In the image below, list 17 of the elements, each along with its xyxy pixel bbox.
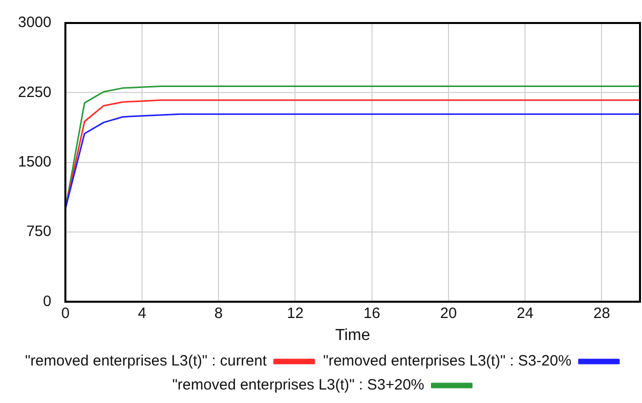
x-tick-label: 24 [516, 304, 534, 322]
x-tick-label: 16 [363, 304, 380, 322]
x-tick-label: 8 [214, 304, 223, 322]
x-tick-label: 0 [61, 304, 70, 322]
y-tick-label: 750 [26, 223, 52, 240]
y-tick-label: 1500 [18, 154, 52, 171]
x-tick-label: 12 [286, 304, 304, 322]
x-tick-label: 28 [593, 304, 610, 322]
legend-label: "removed enterprises L3(t)" : current [25, 352, 268, 370]
legend-label: "removed enterprises L3(t)" : S3+20% [172, 376, 424, 394]
legend-label: "removed enterprises L3(t)" : S3-20% [323, 352, 572, 370]
x-tick-label: 4 [138, 304, 146, 322]
y-tick-label: 3000 [18, 14, 52, 32]
y-tick-label: 0 [43, 292, 52, 310]
x-tick-label: 20 [440, 304, 457, 322]
x-axis-title: Time [335, 326, 370, 344]
y-tick-label: 2250 [18, 84, 52, 101]
